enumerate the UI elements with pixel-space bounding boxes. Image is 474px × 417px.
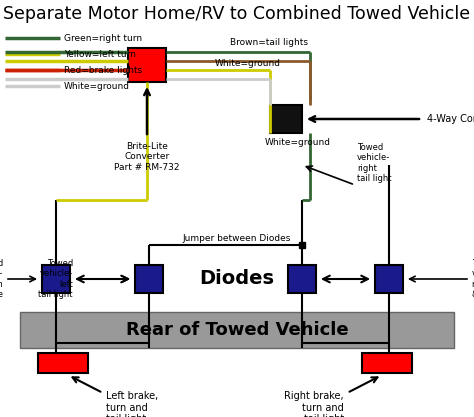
Text: Towed
vehicle-
right turn
& brake: Towed vehicle- right turn & brake — [472, 259, 474, 299]
Text: Green=right turn: Green=right turn — [64, 33, 142, 43]
Bar — [42, 265, 70, 293]
Text: Brite-Lite
Converter
Part # RM-732: Brite-Lite Converter Part # RM-732 — [114, 142, 180, 172]
Text: Towed
vehicle-
left turn
& brake: Towed vehicle- left turn & brake — [0, 259, 3, 299]
Text: Towed
vehicle-
right
tail light: Towed vehicle- right tail light — [357, 143, 392, 183]
Text: Towed
vehicle-
left
tail light: Towed vehicle- left tail light — [38, 259, 73, 299]
Text: Right brake,
turn and
tail light: Right brake, turn and tail light — [284, 391, 344, 417]
Bar — [128, 48, 166, 82]
Text: Rear of Towed Vehicle: Rear of Towed Vehicle — [126, 321, 348, 339]
Bar — [375, 265, 403, 293]
Bar — [362, 353, 412, 373]
Text: Diodes: Diodes — [200, 269, 274, 289]
Bar — [20, 312, 454, 348]
Bar — [288, 265, 316, 293]
Text: White=ground: White=ground — [215, 59, 281, 68]
Text: Left brake,
turn and
tail light: Left brake, turn and tail light — [106, 391, 158, 417]
Text: White=ground: White=ground — [64, 81, 130, 90]
Bar — [38, 353, 88, 373]
Text: Jumper between Diodes: Jumper between Diodes — [183, 234, 291, 243]
Text: Separate Motor Home/RV to Combined Towed Vehicle: Separate Motor Home/RV to Combined Towed… — [3, 5, 471, 23]
Text: White=ground: White=ground — [265, 138, 331, 147]
Bar — [270, 105, 302, 133]
Text: Red=brake lights: Red=brake lights — [64, 65, 142, 75]
Bar — [135, 265, 163, 293]
Text: Yellow=left turn: Yellow=left turn — [64, 50, 136, 58]
Text: 4-Way Connector: 4-Way Connector — [427, 114, 474, 124]
Text: Brown=tail lights: Brown=tail lights — [230, 38, 308, 47]
